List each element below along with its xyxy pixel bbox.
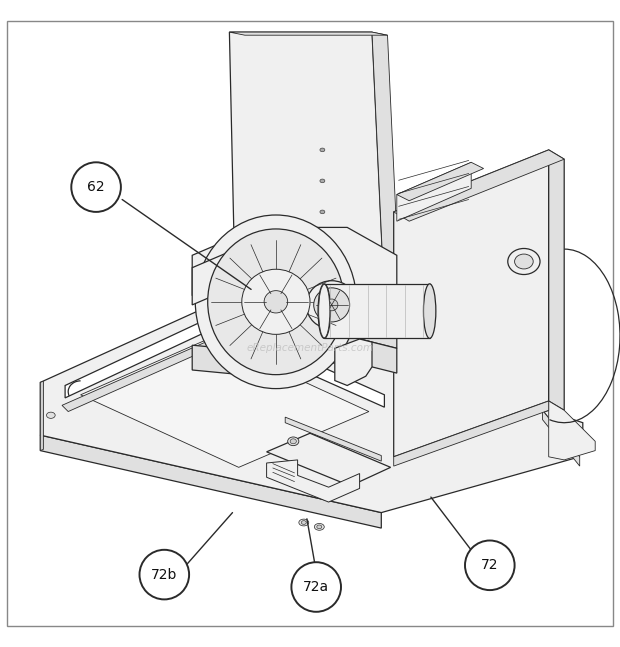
Polygon shape bbox=[397, 162, 471, 221]
FancyBboxPatch shape bbox=[7, 21, 613, 626]
Circle shape bbox=[140, 550, 189, 599]
Polygon shape bbox=[267, 460, 360, 502]
Text: 72: 72 bbox=[481, 558, 498, 573]
Ellipse shape bbox=[317, 525, 322, 529]
Ellipse shape bbox=[242, 269, 310, 334]
Ellipse shape bbox=[423, 284, 436, 338]
Polygon shape bbox=[394, 410, 583, 476]
Polygon shape bbox=[267, 433, 391, 486]
Polygon shape bbox=[542, 410, 580, 466]
Text: 72a: 72a bbox=[303, 580, 329, 594]
Ellipse shape bbox=[264, 291, 288, 313]
Ellipse shape bbox=[208, 229, 344, 375]
Polygon shape bbox=[549, 150, 564, 410]
Text: 72b: 72b bbox=[151, 567, 177, 582]
Polygon shape bbox=[65, 317, 384, 407]
Polygon shape bbox=[324, 284, 430, 338]
Polygon shape bbox=[192, 227, 397, 296]
Circle shape bbox=[71, 162, 121, 212]
Polygon shape bbox=[81, 338, 369, 467]
Ellipse shape bbox=[515, 254, 533, 269]
Ellipse shape bbox=[195, 215, 356, 389]
Ellipse shape bbox=[299, 519, 309, 526]
Polygon shape bbox=[394, 150, 549, 457]
Polygon shape bbox=[394, 150, 564, 221]
Circle shape bbox=[291, 562, 341, 612]
Ellipse shape bbox=[320, 148, 325, 152]
Text: 62: 62 bbox=[87, 180, 105, 194]
Polygon shape bbox=[285, 417, 381, 461]
Ellipse shape bbox=[314, 523, 324, 531]
Polygon shape bbox=[394, 401, 549, 466]
Polygon shape bbox=[62, 331, 236, 411]
Polygon shape bbox=[347, 283, 397, 348]
Ellipse shape bbox=[288, 437, 299, 446]
Ellipse shape bbox=[320, 179, 325, 182]
Ellipse shape bbox=[508, 248, 540, 274]
Polygon shape bbox=[397, 162, 484, 201]
Ellipse shape bbox=[320, 210, 325, 214]
Polygon shape bbox=[229, 32, 384, 311]
Ellipse shape bbox=[290, 439, 296, 444]
Polygon shape bbox=[192, 336, 397, 376]
Polygon shape bbox=[40, 381, 43, 450]
Polygon shape bbox=[229, 32, 388, 35]
Ellipse shape bbox=[314, 288, 350, 322]
Polygon shape bbox=[549, 401, 595, 460]
Circle shape bbox=[465, 540, 515, 590]
Ellipse shape bbox=[301, 521, 306, 524]
Ellipse shape bbox=[46, 412, 55, 419]
Polygon shape bbox=[372, 32, 400, 302]
Ellipse shape bbox=[306, 281, 357, 329]
Polygon shape bbox=[40, 292, 580, 512]
Ellipse shape bbox=[326, 299, 338, 311]
Ellipse shape bbox=[319, 285, 330, 338]
Polygon shape bbox=[40, 435, 381, 528]
Polygon shape bbox=[335, 339, 372, 386]
Text: eReplacementParts.com: eReplacementParts.com bbox=[246, 344, 374, 353]
Polygon shape bbox=[192, 249, 236, 305]
Ellipse shape bbox=[318, 284, 330, 338]
